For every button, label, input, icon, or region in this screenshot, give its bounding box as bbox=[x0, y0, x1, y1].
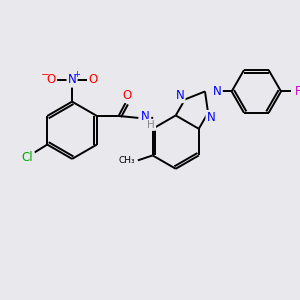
Text: O: O bbox=[47, 74, 56, 86]
Text: Cl: Cl bbox=[22, 151, 33, 164]
Text: N: N bbox=[213, 85, 222, 98]
Text: −: − bbox=[41, 70, 50, 80]
Text: F: F bbox=[295, 85, 300, 98]
Text: O: O bbox=[88, 74, 98, 86]
Text: N: N bbox=[176, 89, 184, 102]
Text: O: O bbox=[123, 89, 132, 102]
Text: H: H bbox=[147, 120, 155, 130]
Text: N: N bbox=[141, 110, 150, 123]
Text: CH₃: CH₃ bbox=[118, 156, 135, 165]
Text: +: + bbox=[74, 70, 80, 80]
Text: N: N bbox=[207, 111, 215, 124]
Text: N: N bbox=[68, 74, 76, 86]
